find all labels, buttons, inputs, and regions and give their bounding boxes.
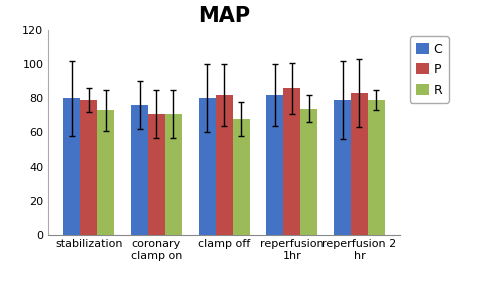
Bar (233, 119, 250, 235)
Bar (131, 105, 148, 235)
Title: MAP: MAP (198, 6, 250, 26)
Bar (351, 93, 368, 235)
Bar (300, 109, 317, 235)
Bar (283, 88, 300, 235)
Bar (199, 98, 215, 235)
Bar (148, 114, 165, 235)
Legend: C, P, R: C, P, R (410, 36, 449, 103)
Bar (368, 100, 385, 235)
Bar (64, 98, 80, 235)
Bar (215, 95, 233, 235)
Bar (334, 100, 351, 235)
Bar (267, 95, 283, 235)
Bar (80, 100, 97, 235)
Bar (165, 114, 182, 235)
Bar (97, 110, 114, 235)
